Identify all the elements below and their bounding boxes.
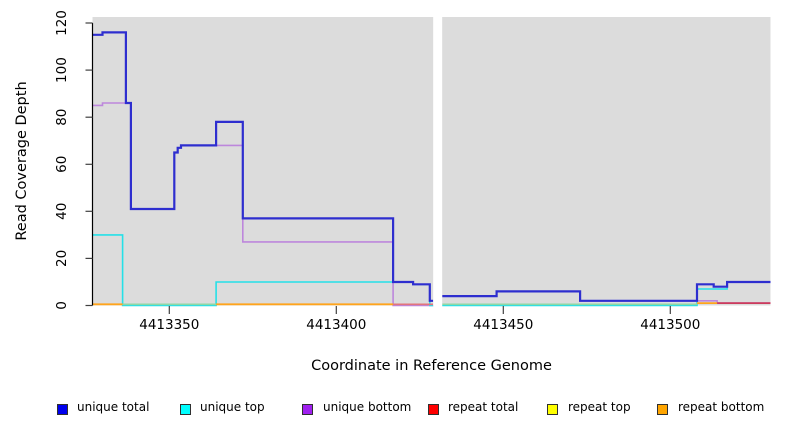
- y-tick-label: 0: [54, 301, 70, 310]
- y-tick-label: 60: [54, 156, 70, 173]
- x-tick-label: 4413500: [640, 317, 700, 333]
- y-tick-label: 20: [54, 250, 70, 267]
- no-data-gap: [433, 17, 443, 306]
- x-axis-label: Coordinate in Reference Genome: [311, 358, 552, 374]
- y-tick-label: 100: [54, 57, 70, 83]
- y-axis-label: Read Coverage Depth: [14, 81, 30, 241]
- x-tick-label: 4413400: [306, 317, 366, 333]
- series-unique-total-line-1: [442, 280, 771, 302]
- series-unique-total-line-0: [92, 31, 434, 302]
- y-tick-label: 40: [54, 203, 70, 220]
- y-tick-label: 120: [54, 10, 70, 36]
- plot-area: [92, 17, 771, 306]
- x-tick-label: 4413450: [473, 317, 533, 333]
- x-tick-label: 4413350: [139, 317, 199, 333]
- y-tick-label: 80: [54, 109, 70, 126]
